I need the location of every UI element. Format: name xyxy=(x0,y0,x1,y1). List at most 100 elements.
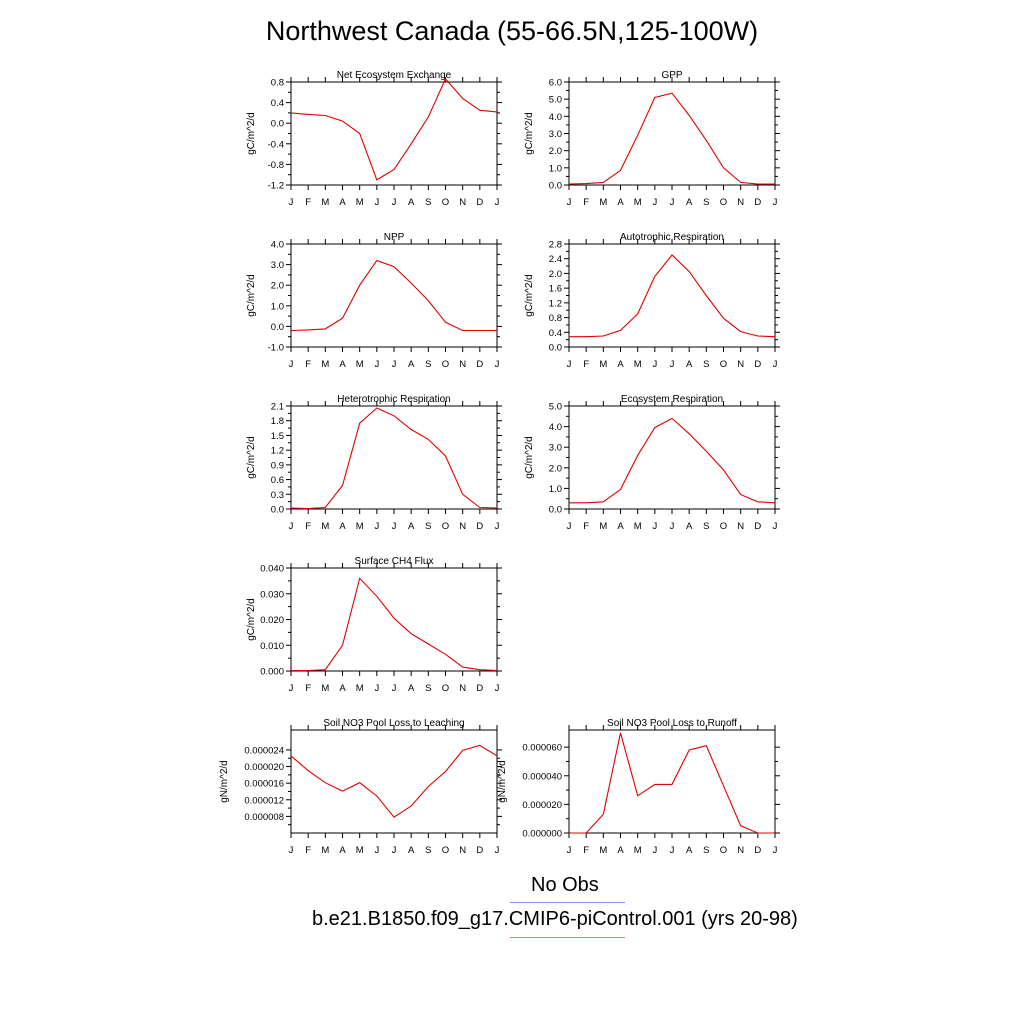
y-tick-label: 0.4 xyxy=(271,98,284,109)
plot-frame xyxy=(568,405,776,510)
x-tick-label: J xyxy=(374,845,379,856)
x-tick-label: M xyxy=(599,359,607,370)
y-tick-label: 4.0 xyxy=(549,112,562,123)
x-tick-label: D xyxy=(476,845,483,856)
x-tick-label: N xyxy=(737,197,744,208)
y-tick-label: 0.020 xyxy=(260,615,284,626)
x-tick-label: M xyxy=(356,359,364,370)
y-tick-label: 1.0 xyxy=(271,301,284,312)
chart-panel-8: Soil NO3 Pool Loss to Leaching gN/m^2/d 0.… xyxy=(219,718,502,856)
x-tick-label: O xyxy=(720,359,727,370)
x-tick-label: J xyxy=(670,359,675,370)
x-tick-label: M xyxy=(634,845,642,856)
y-tick-label: 0.8 xyxy=(549,313,562,324)
x-tick-label: J xyxy=(773,845,778,856)
x-tick-label: O xyxy=(720,845,727,856)
x-tick-label: J xyxy=(773,521,778,532)
x-tick-label: F xyxy=(583,197,589,208)
x-tick-label: M xyxy=(356,683,364,694)
y-tick-label: 5.0 xyxy=(549,95,562,106)
y-tick-label: -1.0 xyxy=(268,343,284,354)
series-line xyxy=(569,732,775,834)
x-tick-label: J xyxy=(374,521,379,532)
series-line xyxy=(569,254,776,338)
series-line xyxy=(290,744,498,818)
y-tick-label: 2.4 xyxy=(549,254,562,265)
y-tick-label: 0.0 xyxy=(549,181,562,192)
y-tick-label: 3.0 xyxy=(549,129,562,140)
y-tick-label: 0.010 xyxy=(260,641,284,652)
x-tick-label: J xyxy=(567,845,572,856)
x-tick-label: D xyxy=(476,359,483,370)
chart-panel-4: Autotrophic Respiration gC/m^2/d 2.8 2.4 2.0… xyxy=(524,232,780,370)
panel-title: Soil NO3 Pool Loss to Leaching xyxy=(323,718,464,729)
y-axis-label: gC/m^2/d xyxy=(246,274,257,317)
x-tick-label: S xyxy=(703,359,709,370)
x-tick-label: M xyxy=(321,359,329,370)
x-tick-label: A xyxy=(686,197,693,208)
x-tick-label: F xyxy=(305,683,311,694)
plot-frame xyxy=(568,81,776,186)
x-tick-label: M xyxy=(634,521,642,532)
y-tick-label: 0.000000 xyxy=(522,829,562,840)
x-tick-label: D xyxy=(754,845,761,856)
y-tick-label: -1.2 xyxy=(268,181,284,192)
x-tick-label: J xyxy=(495,359,500,370)
y-axis-label: gN/m^2/d xyxy=(497,760,508,803)
x-tick-label: D xyxy=(476,521,483,532)
y-tick-label: 0.6 xyxy=(271,475,284,486)
chart-panel-9: Soil NO3 Pool Loss to Runoff gN/m^2/d 0.00… xyxy=(497,718,780,856)
x-tick-label: D xyxy=(754,359,761,370)
x-tick-label: O xyxy=(442,683,449,694)
y-tick-label: 0.0 xyxy=(271,505,284,516)
x-tick-label: A xyxy=(408,359,415,370)
y-tick-label: 0.040 xyxy=(260,564,284,575)
x-tick-label: S xyxy=(425,359,431,370)
y-tick-label: 2.0 xyxy=(549,146,562,157)
x-tick-label: J xyxy=(392,521,397,532)
x-tick-label: N xyxy=(459,845,466,856)
x-tick-label: D xyxy=(754,197,761,208)
x-tick-label: N xyxy=(737,521,744,532)
x-tick-label: M xyxy=(599,197,607,208)
x-tick-label: N xyxy=(459,683,466,694)
x-tick-label: J xyxy=(289,197,294,208)
x-tick-label: M xyxy=(321,683,329,694)
chart-panel-1: Net Ecosystem Exchange gC/m^2/d 0.8 0.4 0.0 -… xyxy=(246,70,502,208)
x-tick-label: O xyxy=(720,197,727,208)
x-tick-label: J xyxy=(567,521,572,532)
legend-line-model xyxy=(510,937,625,938)
x-tick-label: J xyxy=(392,845,397,856)
y-tick-label: 1.0 xyxy=(549,163,562,174)
y-tick-label: 0.000012 xyxy=(244,795,284,806)
y-tick-label: 1.5 xyxy=(271,431,284,442)
y-tick-label: 6.0 xyxy=(549,78,562,89)
series-line xyxy=(569,417,776,504)
y-tick-label: 4.0 xyxy=(549,422,562,433)
x-tick-label: F xyxy=(305,197,311,208)
x-tick-label: A xyxy=(617,845,624,856)
y-tick-label: 0.000060 xyxy=(522,743,562,754)
x-tick-label: A xyxy=(339,359,346,370)
x-tick-label: N xyxy=(737,845,744,856)
x-tick-label: J xyxy=(495,683,500,694)
x-tick-label: O xyxy=(442,359,449,370)
series-line xyxy=(290,77,498,181)
x-tick-label: N xyxy=(459,359,466,370)
plot-frame xyxy=(568,243,776,348)
x-tick-label: A xyxy=(408,197,415,208)
x-tick-label: S xyxy=(425,683,431,694)
x-tick-label: A xyxy=(686,521,693,532)
series-line xyxy=(290,259,497,332)
chart-panel-7: Surface CH4 Flux gC/m^2/d 0.040 0.030 0.020 0… xyxy=(246,556,502,694)
panel-title: Soil NO3 Pool Loss to Runoff xyxy=(607,718,737,729)
x-tick-label: J xyxy=(289,521,294,532)
y-tick-label: 0.000 xyxy=(260,667,284,678)
x-tick-label: F xyxy=(583,845,589,856)
x-tick-label: O xyxy=(442,197,449,208)
y-axis-label: gC/m^2/d xyxy=(524,112,535,155)
x-tick-label: S xyxy=(425,845,431,856)
panel-title: Net Ecosystem Exchange xyxy=(337,70,452,81)
y-axis-label: gC/m^2/d xyxy=(524,274,535,317)
